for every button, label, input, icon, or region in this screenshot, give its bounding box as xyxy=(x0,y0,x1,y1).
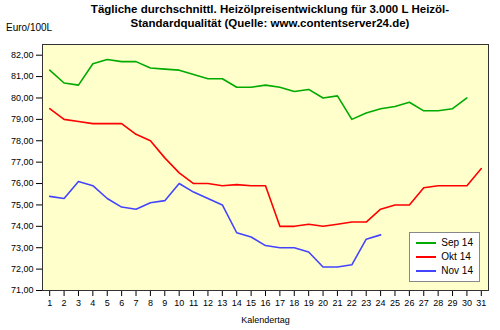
svg-text:8: 8 xyxy=(148,298,153,308)
svg-text:23: 23 xyxy=(361,298,371,308)
svg-text:26: 26 xyxy=(404,298,414,308)
html-text:Nov 14: Nov 14 xyxy=(441,265,473,276)
svg-text:1: 1 xyxy=(47,298,52,308)
svg-text:73,00: 73,00 xyxy=(11,243,34,253)
svg-text:13: 13 xyxy=(217,298,227,308)
svg-text:Kalendertag: Kalendertag xyxy=(241,315,290,325)
svg-text:16: 16 xyxy=(260,298,270,308)
svg-text:24: 24 xyxy=(376,298,386,308)
svg-text:5: 5 xyxy=(105,298,110,308)
svg-text:14: 14 xyxy=(232,298,242,308)
svg-text:27: 27 xyxy=(419,298,429,308)
svg-text:77,00: 77,00 xyxy=(11,157,34,167)
svg-text:21: 21 xyxy=(332,298,342,308)
svg-text:71,00: 71,00 xyxy=(11,285,34,295)
svg-text:79,00: 79,00 xyxy=(11,114,34,124)
svg-text:22: 22 xyxy=(347,298,357,308)
svg-text:31: 31 xyxy=(476,298,486,308)
svg-text:76,00: 76,00 xyxy=(11,178,34,188)
svg-text:81,00: 81,00 xyxy=(11,71,34,81)
svg-text:2: 2 xyxy=(62,298,67,308)
svg-text:82,00: 82,00 xyxy=(11,50,34,60)
svg-text:80,00: 80,00 xyxy=(11,93,34,103)
svg-text:28: 28 xyxy=(433,298,443,308)
svg-text:15: 15 xyxy=(246,298,256,308)
svg-text:75,00: 75,00 xyxy=(11,200,34,210)
svg-text:6: 6 xyxy=(119,298,124,308)
svg-text:11: 11 xyxy=(189,298,198,308)
svg-text:29: 29 xyxy=(448,298,458,308)
svg-text:72,00: 72,00 xyxy=(11,264,34,274)
svg-text:25: 25 xyxy=(390,298,400,308)
svg-text:9: 9 xyxy=(162,298,167,308)
svg-text:12: 12 xyxy=(203,298,213,308)
svg-text:7: 7 xyxy=(134,298,139,308)
html-text:Tägliche durchschnittl. Heizöl: Tägliche durchschnittl. Heizölpreisentwi… xyxy=(90,3,450,29)
svg-text:3: 3 xyxy=(76,298,81,308)
svg-text:74,00: 74,00 xyxy=(11,221,34,231)
svg-text:10: 10 xyxy=(174,298,184,308)
svg-text:4: 4 xyxy=(90,298,95,308)
html-text:Euro/100L: Euro/100L xyxy=(6,22,53,33)
html-text:Sep 14: Sep 14 xyxy=(441,237,473,248)
svg-text:20: 20 xyxy=(318,298,328,308)
svg-text:19: 19 xyxy=(304,298,314,308)
html-text:Okt 14: Okt 14 xyxy=(441,251,471,262)
svg-text:18: 18 xyxy=(289,298,299,308)
svg-text:30: 30 xyxy=(462,298,472,308)
svg-text:17: 17 xyxy=(275,298,285,308)
svg-text:78,00: 78,00 xyxy=(11,136,34,146)
